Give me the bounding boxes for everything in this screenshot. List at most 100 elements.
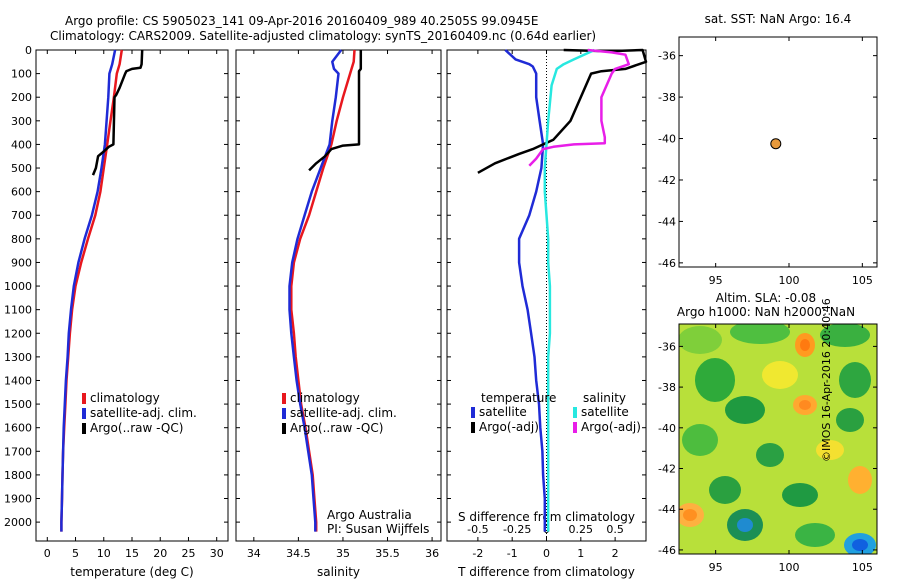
legend-label: satellite — [581, 405, 629, 419]
x-top-tick-label: 0 — [543, 523, 550, 536]
y-tick-label: -36 — [658, 340, 676, 353]
legend-swatch — [82, 393, 86, 404]
plot-frame — [235, 49, 442, 542]
legend-swatch — [573, 422, 577, 433]
y-tick-label: -38 — [658, 91, 676, 104]
x-tick-label: 0 — [44, 547, 51, 560]
y-tick-label: 1600 — [4, 422, 32, 435]
x-tick-label: 100 — [779, 561, 800, 574]
legend-swatch — [282, 393, 286, 404]
y-tick-label: 1300 — [4, 351, 32, 364]
y-tick-label: 1100 — [4, 304, 32, 317]
map-title: Argo h1000: NaN h2000: NaN — [677, 305, 855, 319]
x-tick-label: 95 — [709, 274, 723, 287]
map-panel-1: 95 100 105 -36 -38 -40 -42 -44 -46 sat. SST: NaN … — [658, 12, 878, 287]
x-tick-label: 105 — [852, 561, 873, 574]
series-line-2 — [60, 49, 117, 532]
y-tick-label: -46 — [658, 544, 676, 557]
legend-label: satellite — [479, 405, 527, 419]
x-tick-label: 105 — [852, 274, 873, 287]
legend-swatch — [82, 408, 86, 419]
x-tick-label: 10 — [97, 547, 111, 560]
y-tick-label: -42 — [658, 463, 676, 476]
x-tick-label: 20 — [153, 547, 167, 560]
y-tick-label: -40 — [658, 133, 676, 146]
y-tick-label: 300 — [11, 115, 32, 128]
x-tick-label: 36 — [425, 547, 439, 560]
series-line-4 — [528, 48, 631, 167]
series-line-1 — [290, 49, 356, 532]
y-tick-label: 0 — [25, 44, 32, 57]
x-tick-label: 34 — [247, 547, 261, 560]
y-tick-label: 500 — [11, 162, 32, 175]
legend-label: Argo(..raw -QC) — [290, 421, 383, 435]
series-line-1 — [504, 49, 547, 532]
legend-label: Argo(-adj) — [581, 420, 641, 434]
x-tick-label: 5 — [72, 547, 79, 560]
x-top-tick-label: -0.5 — [467, 523, 488, 536]
y-tick-label: 1900 — [4, 493, 32, 506]
y-tick-label: 900 — [11, 256, 32, 269]
x-tick-label: 0 — [543, 547, 550, 560]
series-line-2 — [288, 49, 343, 532]
legend-swatch — [573, 407, 577, 418]
legend-swatch — [282, 423, 286, 434]
credit-org: Argo Australia — [327, 508, 412, 522]
x-axis-label: temperature (deg C) — [70, 565, 193, 579]
legend-swatch — [471, 422, 475, 433]
y-tick-label: 1700 — [4, 445, 32, 458]
y-tick-label: -46 — [658, 257, 676, 270]
x-tick-label: 95 — [709, 561, 723, 574]
x-axis-label: salinity — [317, 565, 360, 579]
x-axis-label: T difference from climatology — [457, 565, 635, 579]
x-tick-label: 35 — [336, 547, 350, 560]
y-tick-label: 800 — [11, 233, 32, 246]
legend-title: temperature — [481, 391, 556, 405]
series-line-3 — [91, 49, 144, 176]
x-tick-label: 30 — [210, 547, 224, 560]
x-top-tick-label: 0.25 — [569, 523, 594, 536]
y-tick-label: 1400 — [4, 374, 32, 387]
x-tick-label: -1 — [507, 547, 518, 560]
legend-swatch — [471, 407, 475, 418]
y-tick-label: 700 — [11, 209, 32, 222]
y-tick-label: -36 — [658, 50, 676, 63]
y-tick-label: 1200 — [4, 327, 32, 340]
profile-location-marker — [770, 138, 782, 150]
x-tick-label: 25 — [181, 547, 195, 560]
x-tick-label: 2 — [612, 547, 619, 560]
x-tick-label: 1 — [577, 547, 584, 560]
legend-label: satellite-adj. clim. — [90, 406, 197, 420]
legend-label: satellite-adj. clim. — [290, 406, 397, 420]
x-tick-label: 34.5 — [286, 547, 311, 560]
map-panel-2: 95 100 105 -36 -38 -40 -42 -44 -46 Altim. SLA: -0… — [658, 291, 878, 574]
y-tick-label: 1800 — [4, 469, 32, 482]
x-top-axis-label: S difference from climatology — [458, 510, 635, 524]
x-tick-label: 100 — [779, 274, 800, 287]
y-tick-label: 1500 — [4, 398, 32, 411]
legend-title: salinity — [583, 391, 626, 405]
profile-panel-2: 34 34.5 35 35.5 36 salinity climatologysatelli… — [235, 49, 442, 579]
credit-pi: PI: Susan Wijffels — [327, 522, 430, 536]
x-tick-label: 15 — [125, 547, 139, 560]
map-frame — [678, 36, 878, 268]
y-tick-label: -38 — [658, 381, 676, 394]
profile-panel-1: 0100200300400500600700800900100011001200… — [4, 44, 229, 579]
series-line-3 — [543, 48, 596, 532]
x-tick-label: -2 — [472, 547, 483, 560]
series-line-3 — [308, 50, 363, 172]
x-tick-label: 35.5 — [375, 547, 400, 560]
y-tick-label: -44 — [658, 215, 676, 228]
plot-frame — [35, 49, 229, 542]
map-frame — [678, 323, 878, 555]
sla-heatmap — [679, 324, 877, 554]
y-tick-label: 200 — [11, 91, 32, 104]
title-line-2: Climatology: CARS2009. Satellite-adjuste… — [50, 29, 597, 43]
legend-swatch — [82, 423, 86, 434]
y-tick-label: 600 — [11, 186, 32, 199]
y-tick-label: -44 — [658, 503, 676, 516]
legend-label: Argo(..raw -QC) — [90, 421, 183, 435]
y-tick-label: 400 — [11, 138, 32, 151]
y-tick-label: 1000 — [4, 280, 32, 293]
